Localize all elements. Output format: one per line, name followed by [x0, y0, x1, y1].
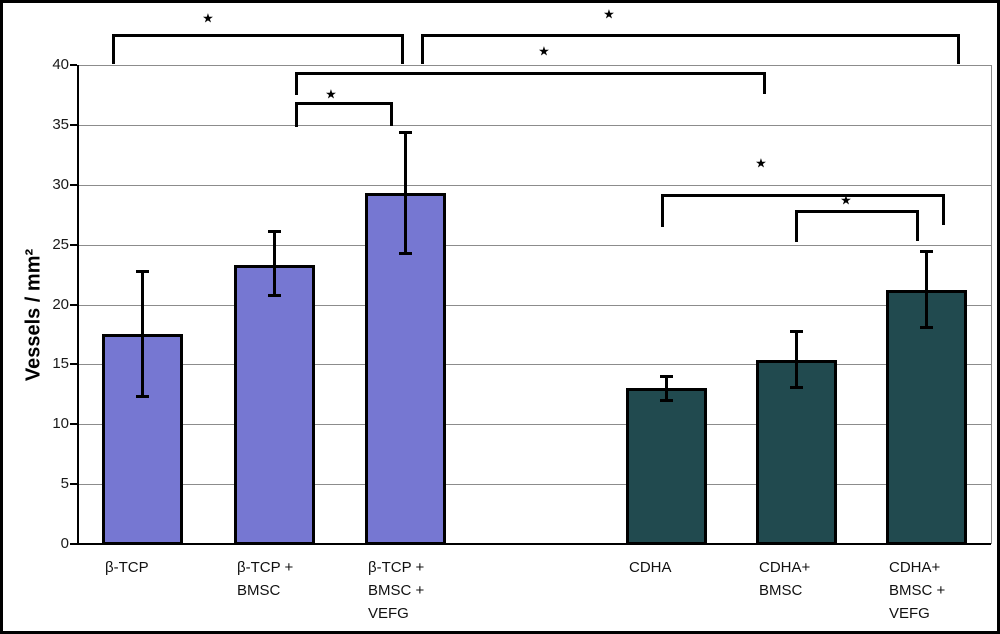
bar — [626, 388, 707, 545]
significance-bracket-right-leg — [957, 34, 960, 64]
significance-star: ★ — [325, 87, 337, 103]
gridline — [79, 304, 991, 306]
y-tick-label: 10 — [52, 415, 69, 433]
y-tick-mark — [70, 123, 77, 126]
significance-star: ★ — [538, 44, 550, 60]
error-bar-top-cap — [920, 249, 933, 253]
significance-star: ★ — [202, 11, 214, 27]
error-bar-top-cap — [136, 269, 149, 273]
error-bar-top-cap — [399, 131, 412, 135]
significance-bracket-left-leg — [661, 194, 664, 227]
x-category-label: CDHA — [629, 559, 672, 576]
gridline — [79, 424, 991, 426]
significance-bracket-left-leg — [112, 34, 115, 64]
significance-star: ★ — [755, 156, 767, 172]
error-bar-bottom-cap — [920, 326, 933, 330]
gridline — [79, 65, 991, 66]
y-tick-mark — [70, 243, 77, 246]
error-bar-bottom-cap — [660, 399, 673, 403]
significance-bracket — [112, 34, 404, 37]
error-bar — [795, 330, 798, 389]
error-bar-top-cap — [268, 230, 281, 234]
significance-bracket — [295, 102, 393, 105]
y-tick-label: 0 — [60, 535, 69, 552]
error-bar — [273, 231, 276, 297]
x-category-label: β-TCP + BMSC — [237, 559, 294, 599]
y-tick-label: 35 — [52, 115, 69, 133]
bar — [756, 359, 837, 545]
error-bar — [925, 250, 928, 329]
y-tick-mark — [70, 483, 77, 486]
y-tick-label: 15 — [52, 355, 69, 373]
error-bar — [665, 376, 668, 402]
bar — [234, 264, 315, 545]
significance-bracket-right-leg — [390, 102, 393, 126]
y-tick-mark — [70, 363, 77, 366]
significance-bracket-right-leg — [916, 210, 919, 241]
x-category-label: β-TCP + BMSC + VEFG — [368, 559, 425, 622]
plot-right-border — [991, 65, 992, 544]
plot-area: 0 5 10 15 20 25 30 35 40 ★ ★ ★ ★ ★ ★ β-TCP β-TCP + BMSC β… — [3, 3, 997, 631]
error-bar-bottom-cap — [790, 386, 803, 390]
x-category-label: CDHA+ BMSC + VEFG — [889, 559, 946, 622]
error-bar-top-cap — [790, 329, 803, 333]
significance-bracket — [661, 194, 945, 197]
y-tick-mark — [70, 543, 77, 545]
error-bar-bottom-cap — [268, 294, 281, 298]
y-tick-mark — [70, 183, 77, 186]
significance-bracket-right-leg — [401, 34, 404, 64]
y-tick-label: 30 — [52, 175, 69, 193]
y-axis-line — [77, 65, 79, 545]
error-bar — [404, 132, 407, 255]
significance-star: ★ — [840, 193, 852, 209]
y-tick-label: 25 — [52, 235, 69, 253]
significance-bracket-left-leg — [295, 72, 298, 95]
error-bar-bottom-cap — [136, 394, 149, 398]
significance-bracket — [295, 72, 766, 75]
significance-star: ★ — [603, 7, 615, 23]
error-bar-bottom-cap — [399, 252, 412, 256]
gridline — [79, 364, 991, 366]
y-tick-mark — [70, 303, 77, 306]
x-category-label: β-TCP — [105, 559, 149, 576]
bar — [886, 290, 967, 545]
significance-bracket-left-leg — [295, 102, 298, 127]
x-category-label: CDHA+ BMSC — [759, 559, 811, 599]
error-bar-top-cap — [660, 375, 673, 379]
y-tick-mark — [70, 64, 77, 66]
gridline — [79, 184, 991, 186]
significance-bracket-right-leg — [763, 72, 766, 94]
significance-bracket-left-leg — [421, 34, 424, 64]
x-axis-line — [77, 543, 991, 545]
y-tick-label: 20 — [52, 295, 69, 313]
significance-bracket-right-leg — [942, 194, 945, 225]
significance-bracket-left-leg — [795, 210, 798, 242]
gridline — [79, 124, 991, 126]
y-tick-label: 40 — [52, 56, 69, 73]
significance-bracket — [421, 34, 960, 37]
y-tick-mark — [70, 423, 77, 426]
error-bar — [141, 270, 144, 397]
y-tick-label: 5 — [60, 475, 69, 493]
gridline — [79, 484, 991, 486]
significance-bracket — [795, 210, 919, 213]
gridline — [79, 244, 991, 246]
